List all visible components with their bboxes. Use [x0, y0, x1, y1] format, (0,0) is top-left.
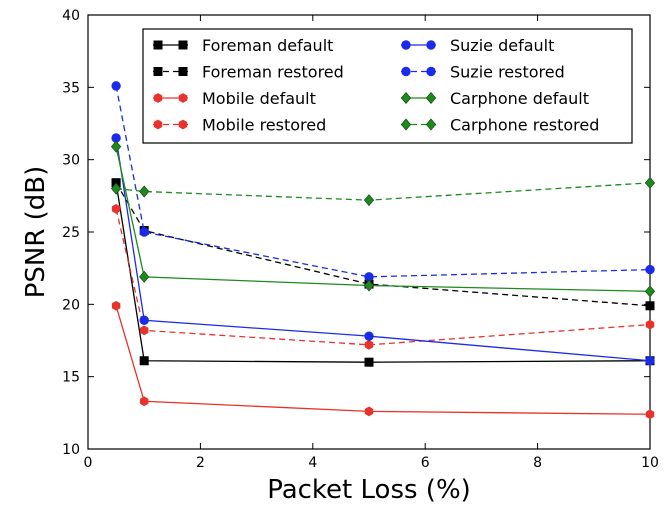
data-point [364, 406, 374, 417]
data-point [364, 339, 374, 350]
x-tick-label: 10 [641, 455, 659, 471]
series-line [115, 146, 651, 292]
x-tick-label: 6 [421, 455, 430, 471]
legend: Foreman default Foreman restored Mobile de… [142, 28, 633, 144]
x-tick-label: 2 [196, 455, 205, 471]
x-axis-title: Packet Loss (%) [267, 475, 471, 505]
x-tick-label: 8 [533, 455, 542, 471]
series-4 [111, 133, 655, 366]
legend-entry: Suzie restored [401, 63, 565, 82]
legend-marker [178, 93, 188, 103]
y-tick-label: 25 [62, 225, 80, 241]
legend-label: Suzie restored [450, 63, 565, 82]
y-tick-label: 15 [62, 370, 80, 386]
y-axis-title: PSNR (dB) [21, 166, 51, 299]
series-3 [111, 203, 655, 350]
y-tick-label: 10 [62, 442, 80, 458]
legend-label: Foreman restored [202, 63, 344, 82]
legend-marker [153, 119, 163, 130]
legend-label: Mobile restored [202, 116, 326, 135]
y-tick-label: 40 [62, 8, 80, 24]
data-point [139, 396, 149, 407]
x-tick-label: 4 [308, 455, 317, 471]
data-point [645, 356, 655, 366]
legend-marker [178, 119, 188, 130]
x-tick-label: 0 [84, 455, 93, 471]
legend-entry: Foreman default [153, 36, 333, 55]
data-point [111, 81, 121, 91]
legend-marker [426, 40, 436, 50]
data-point [363, 279, 375, 292]
data-point [139, 356, 149, 366]
data-point [644, 285, 656, 298]
legend-marker [425, 92, 437, 104]
legend-marker [153, 67, 163, 76]
y-tick-label: 35 [62, 80, 80, 96]
legend-marker [153, 40, 163, 50]
data-point [645, 301, 655, 311]
series-group [111, 81, 656, 420]
series-line [115, 305, 651, 415]
data-point [139, 185, 150, 198]
legend-entry: Carphone default [400, 89, 589, 108]
series-7 [111, 176, 656, 207]
series-line [115, 137, 651, 362]
data-point [111, 140, 122, 153]
data-point [139, 270, 150, 283]
legend-label: Carphone restored [450, 116, 599, 135]
series-line [115, 208, 651, 346]
legend-label: Carphone default [450, 89, 589, 108]
legend-box [142, 28, 633, 144]
series-0 [111, 178, 655, 367]
legend-entry: Suzie default [401, 36, 554, 55]
data-point [645, 409, 655, 420]
legend-marker [401, 40, 411, 50]
y-tick-label: 30 [62, 153, 80, 169]
data-point [139, 227, 149, 237]
data-point [111, 203, 121, 214]
data-point [364, 357, 374, 367]
data-point [645, 319, 655, 330]
legend-marker [178, 67, 188, 76]
series-5 [111, 81, 655, 282]
data-point [111, 182, 122, 195]
legend-marker [425, 118, 437, 131]
legend-marker [178, 40, 188, 50]
legend-marker [400, 118, 412, 131]
series-line [115, 182, 651, 307]
legend-marker [400, 92, 412, 104]
data-point [363, 194, 375, 207]
data-point [645, 264, 655, 275]
data-point [644, 176, 656, 189]
legend-label: Foreman default [202, 36, 333, 55]
series-line [115, 85, 651, 278]
y-tick-label: 20 [62, 297, 80, 313]
data-point [139, 315, 149, 325]
series-2 [111, 300, 655, 420]
legend-marker [153, 93, 163, 103]
series-6 [111, 140, 656, 298]
legend-marker [426, 66, 436, 77]
legend-entry: Foreman restored [153, 63, 344, 82]
legend-entry: Carphone restored [400, 116, 599, 135]
legend-entry: Mobile restored [153, 116, 326, 135]
data-point [364, 331, 374, 341]
axes: 0 2 4 6 8 10 10 15 20 25 30 35 40 [62, 8, 659, 471]
legend-label: Mobile default [202, 89, 316, 108]
series-line [115, 182, 651, 363]
data-point [139, 325, 149, 336]
legend-label: Suzie default [450, 36, 554, 55]
data-point [111, 300, 121, 311]
legend-marker [401, 66, 411, 77]
series-line [116, 182, 651, 201]
legend-entry: Mobile default [153, 89, 316, 108]
